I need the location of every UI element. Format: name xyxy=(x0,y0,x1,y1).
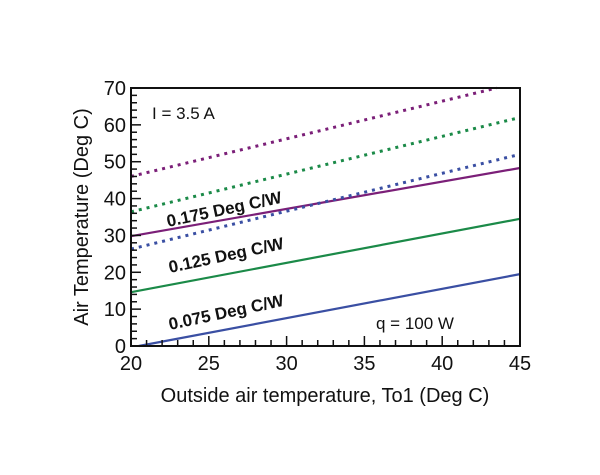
y-tick-label: 40 xyxy=(104,189,126,211)
plot-frame xyxy=(130,87,521,347)
x-tick-label: 35 xyxy=(353,353,375,375)
annotation-0075: 0.075 Deg C/W xyxy=(167,291,286,334)
x-tick-label: 40 xyxy=(431,353,453,375)
y-tick-label: 20 xyxy=(104,262,126,284)
annotation-current: I = 3.5 A xyxy=(152,104,216,123)
x-tick-label: 30 xyxy=(275,353,297,375)
series-line-3 xyxy=(130,152,521,251)
annotation-power: q = 100 W xyxy=(376,314,454,333)
x-tick-label: 20 xyxy=(120,353,142,375)
y-tick-label: 0 xyxy=(115,336,126,358)
x-axis-label: Outside air temperature, To1 (Deg C) xyxy=(161,385,490,407)
x-tick-label: 25 xyxy=(198,353,220,375)
series-line-0 xyxy=(138,273,521,348)
y-tick-label: 60 xyxy=(104,115,126,137)
y-tick-label: 10 xyxy=(104,299,126,321)
y-axis-label: Air Temperature (Deg C) xyxy=(71,108,93,325)
annotation-0125: 0.125 Deg C/W xyxy=(167,234,286,277)
y-tick-label: 30 xyxy=(104,225,126,247)
annotation-0175: 0.175 Deg C/W xyxy=(165,188,284,231)
y-tick-label: 70 xyxy=(104,78,126,100)
y-tick-label: 50 xyxy=(104,152,126,174)
series-line-5 xyxy=(130,86,498,178)
series-line-4 xyxy=(130,116,521,214)
x-tick-label: 45 xyxy=(509,353,531,375)
series-line-1 xyxy=(130,217,521,294)
